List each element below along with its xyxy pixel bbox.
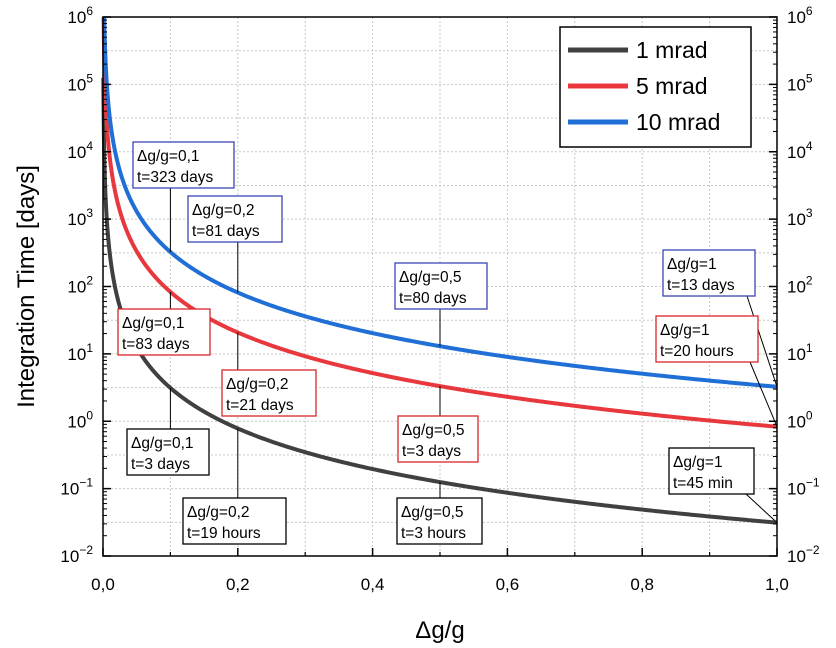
annotation-box: [126, 428, 210, 476]
annotation-text: Δg/g=1: [673, 454, 723, 471]
y-tick-label-left: 10−2: [60, 543, 93, 566]
x-tick-label: 0,8: [630, 575, 654, 594]
annotation-text: Δg/g=0,2: [187, 504, 250, 521]
annotation-text: Δg/g=0,5: [401, 504, 464, 521]
x-axis-title: Δg/g: [415, 617, 464, 644]
annotation-text: t=80 days: [399, 290, 467, 307]
legend-label: 1 mrad: [636, 37, 708, 63]
annotation-text: Δg/g=0,1: [137, 148, 200, 165]
series-lines: [101, 15, 778, 525]
annotation-box: [187, 195, 283, 243]
y-tick-label-right: 101: [787, 341, 813, 364]
x-tick-label: 0,4: [361, 575, 385, 594]
annotation-leader: [745, 493, 778, 524]
y-tick-label-left: 106: [67, 4, 93, 27]
series-line-1-mrad: [101, 75, 778, 525]
annotation-leader: [746, 295, 778, 387]
annotation-text: Δg/g=0,1: [122, 315, 185, 332]
y-axis-title: Integration Time [days]: [13, 165, 40, 408]
annotation-text: t=19 hours: [187, 525, 261, 542]
annotation-text: Δg/g=0,1: [131, 435, 194, 452]
y-tick-label-right: 102: [787, 274, 813, 297]
y-tick-label-left: 105: [67, 71, 93, 94]
y-tick-label-left: 102: [67, 274, 93, 297]
annotation-box: [394, 262, 488, 310]
annotation-text: Δg/g=1: [660, 322, 710, 339]
y-tick-label-right: 106: [787, 4, 813, 27]
annotation-text: Δg/g=0,5: [399, 269, 462, 286]
annotation-text: t=20 hours: [660, 343, 734, 360]
y-tick-label-right: 105: [787, 71, 813, 94]
x-tick-label: 1,0: [765, 575, 789, 594]
annotation-box: [117, 308, 211, 356]
annotation-box: [182, 497, 287, 545]
legend-label: 10 mrad: [636, 109, 720, 135]
y-tick-label-left: 104: [67, 139, 93, 162]
annotation-text: Δg/g=0,2: [192, 202, 255, 219]
legend-label: 5 mrad: [636, 73, 708, 99]
series-line-5-mrad: [101, 15, 778, 429]
annotation-box: [668, 447, 755, 495]
annotation-box: [397, 415, 479, 463]
annotation-text: Δg/g=1: [667, 256, 717, 273]
annotation-text: Δg/g=0,2: [226, 376, 289, 393]
annotation-text: t=21 days: [226, 397, 294, 414]
annotation-leaders: [169, 188, 778, 524]
annotation-leader: [749, 361, 778, 427]
y-tick-label-right: 100: [787, 408, 813, 431]
annotation-box: [655, 315, 759, 363]
series-line-10-mrad: [102, 15, 778, 389]
annotation-text: t=323 days: [137, 169, 214, 186]
annotation-box: [662, 249, 756, 297]
annotation-text: t=13 days: [667, 277, 735, 294]
y-tick-label-left: 100: [67, 408, 93, 431]
annotation-text: t=45 min: [673, 475, 733, 492]
y-tick-label-right: 10−2: [787, 543, 820, 566]
annotation-box: [221, 369, 317, 417]
annotation-box: [132, 141, 235, 189]
axis-ticks: 0,0 0,2 0,4 0,6 0,8 1,0 10−2 10−2 10−1 10−1 100 100…: [60, 4, 820, 594]
legend: 1 mrad 5 mrad 10 mrad: [559, 26, 752, 148]
y-tick-label-left: 103: [67, 206, 93, 229]
annotation-text: t=3 hours: [401, 525, 466, 542]
annotation-text: t=3 days: [402, 443, 461, 460]
annotation-text: t=83 days: [122, 336, 190, 353]
y-tick-label-right: 10−1: [787, 476, 820, 499]
x-tick-label: 0,6: [496, 575, 520, 594]
annotation-text: Δg/g=0,5: [402, 422, 465, 439]
y-tick-label-right: 104: [787, 139, 813, 162]
x-tick-label: 0,2: [226, 575, 250, 594]
annotations: Δg/g=0,1 t=323 days Δg/g=0,2 t=81 days Δg/g=…: [117, 141, 759, 545]
y-tick-label-right: 103: [787, 206, 813, 229]
annotation-box: [396, 497, 483, 545]
annotation-text: t=3 days: [131, 456, 190, 473]
x-tick-label: 0,0: [91, 575, 115, 594]
y-tick-label-left: 101: [67, 341, 93, 364]
y-tick-label-left: 10−1: [60, 476, 93, 499]
annotation-text: t=81 days: [192, 223, 260, 240]
